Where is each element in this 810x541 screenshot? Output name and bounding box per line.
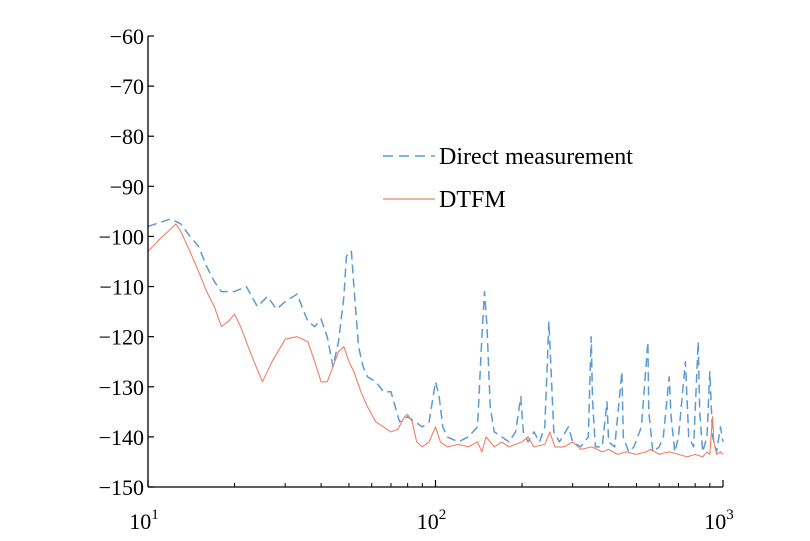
legend-label: DTFM — [439, 187, 506, 213]
x-tick-exponent: 2 — [439, 507, 447, 523]
series-line-dtfm — [147, 223, 724, 458]
y-ticks: −60 −70 −80 −90 −100 −110 −120 −130 −140 −150 — [99, 24, 154, 500]
y-tick-label: −100 — [99, 224, 144, 249]
x-tick-base: 10 — [129, 509, 151, 534]
x-ticks: 101 102 103 — [129, 480, 734, 534]
y-tick-label: −80 — [110, 124, 144, 149]
legend: Direct measurement DTFM — [383, 144, 633, 213]
x-tick-base: 10 — [417, 509, 439, 534]
y-tick-label: −120 — [99, 325, 144, 350]
x-tick-exponent: 3 — [726, 507, 734, 523]
y-tick-label: −60 — [110, 24, 144, 49]
x-tick-label: 103 — [704, 507, 734, 534]
series-line-direct-measurement — [147, 218, 724, 453]
x-tick-label: 101 — [129, 507, 159, 534]
x-tick-exponent: 1 — [151, 507, 159, 523]
legend-label: Direct measurement — [439, 144, 633, 170]
x-tick-label: 102 — [417, 507, 447, 534]
y-tick-label: −110 — [99, 275, 144, 300]
y-tick-label: −130 — [99, 375, 144, 400]
y-tick-label: −150 — [99, 475, 144, 500]
plot-lines — [147, 218, 724, 458]
y-tick-label: −70 — [110, 74, 144, 99]
y-tick-label: −140 — [99, 425, 144, 450]
x-tick-base: 10 — [704, 509, 726, 534]
y-tick-label: −90 — [110, 174, 144, 199]
axes — [147, 36, 723, 488]
